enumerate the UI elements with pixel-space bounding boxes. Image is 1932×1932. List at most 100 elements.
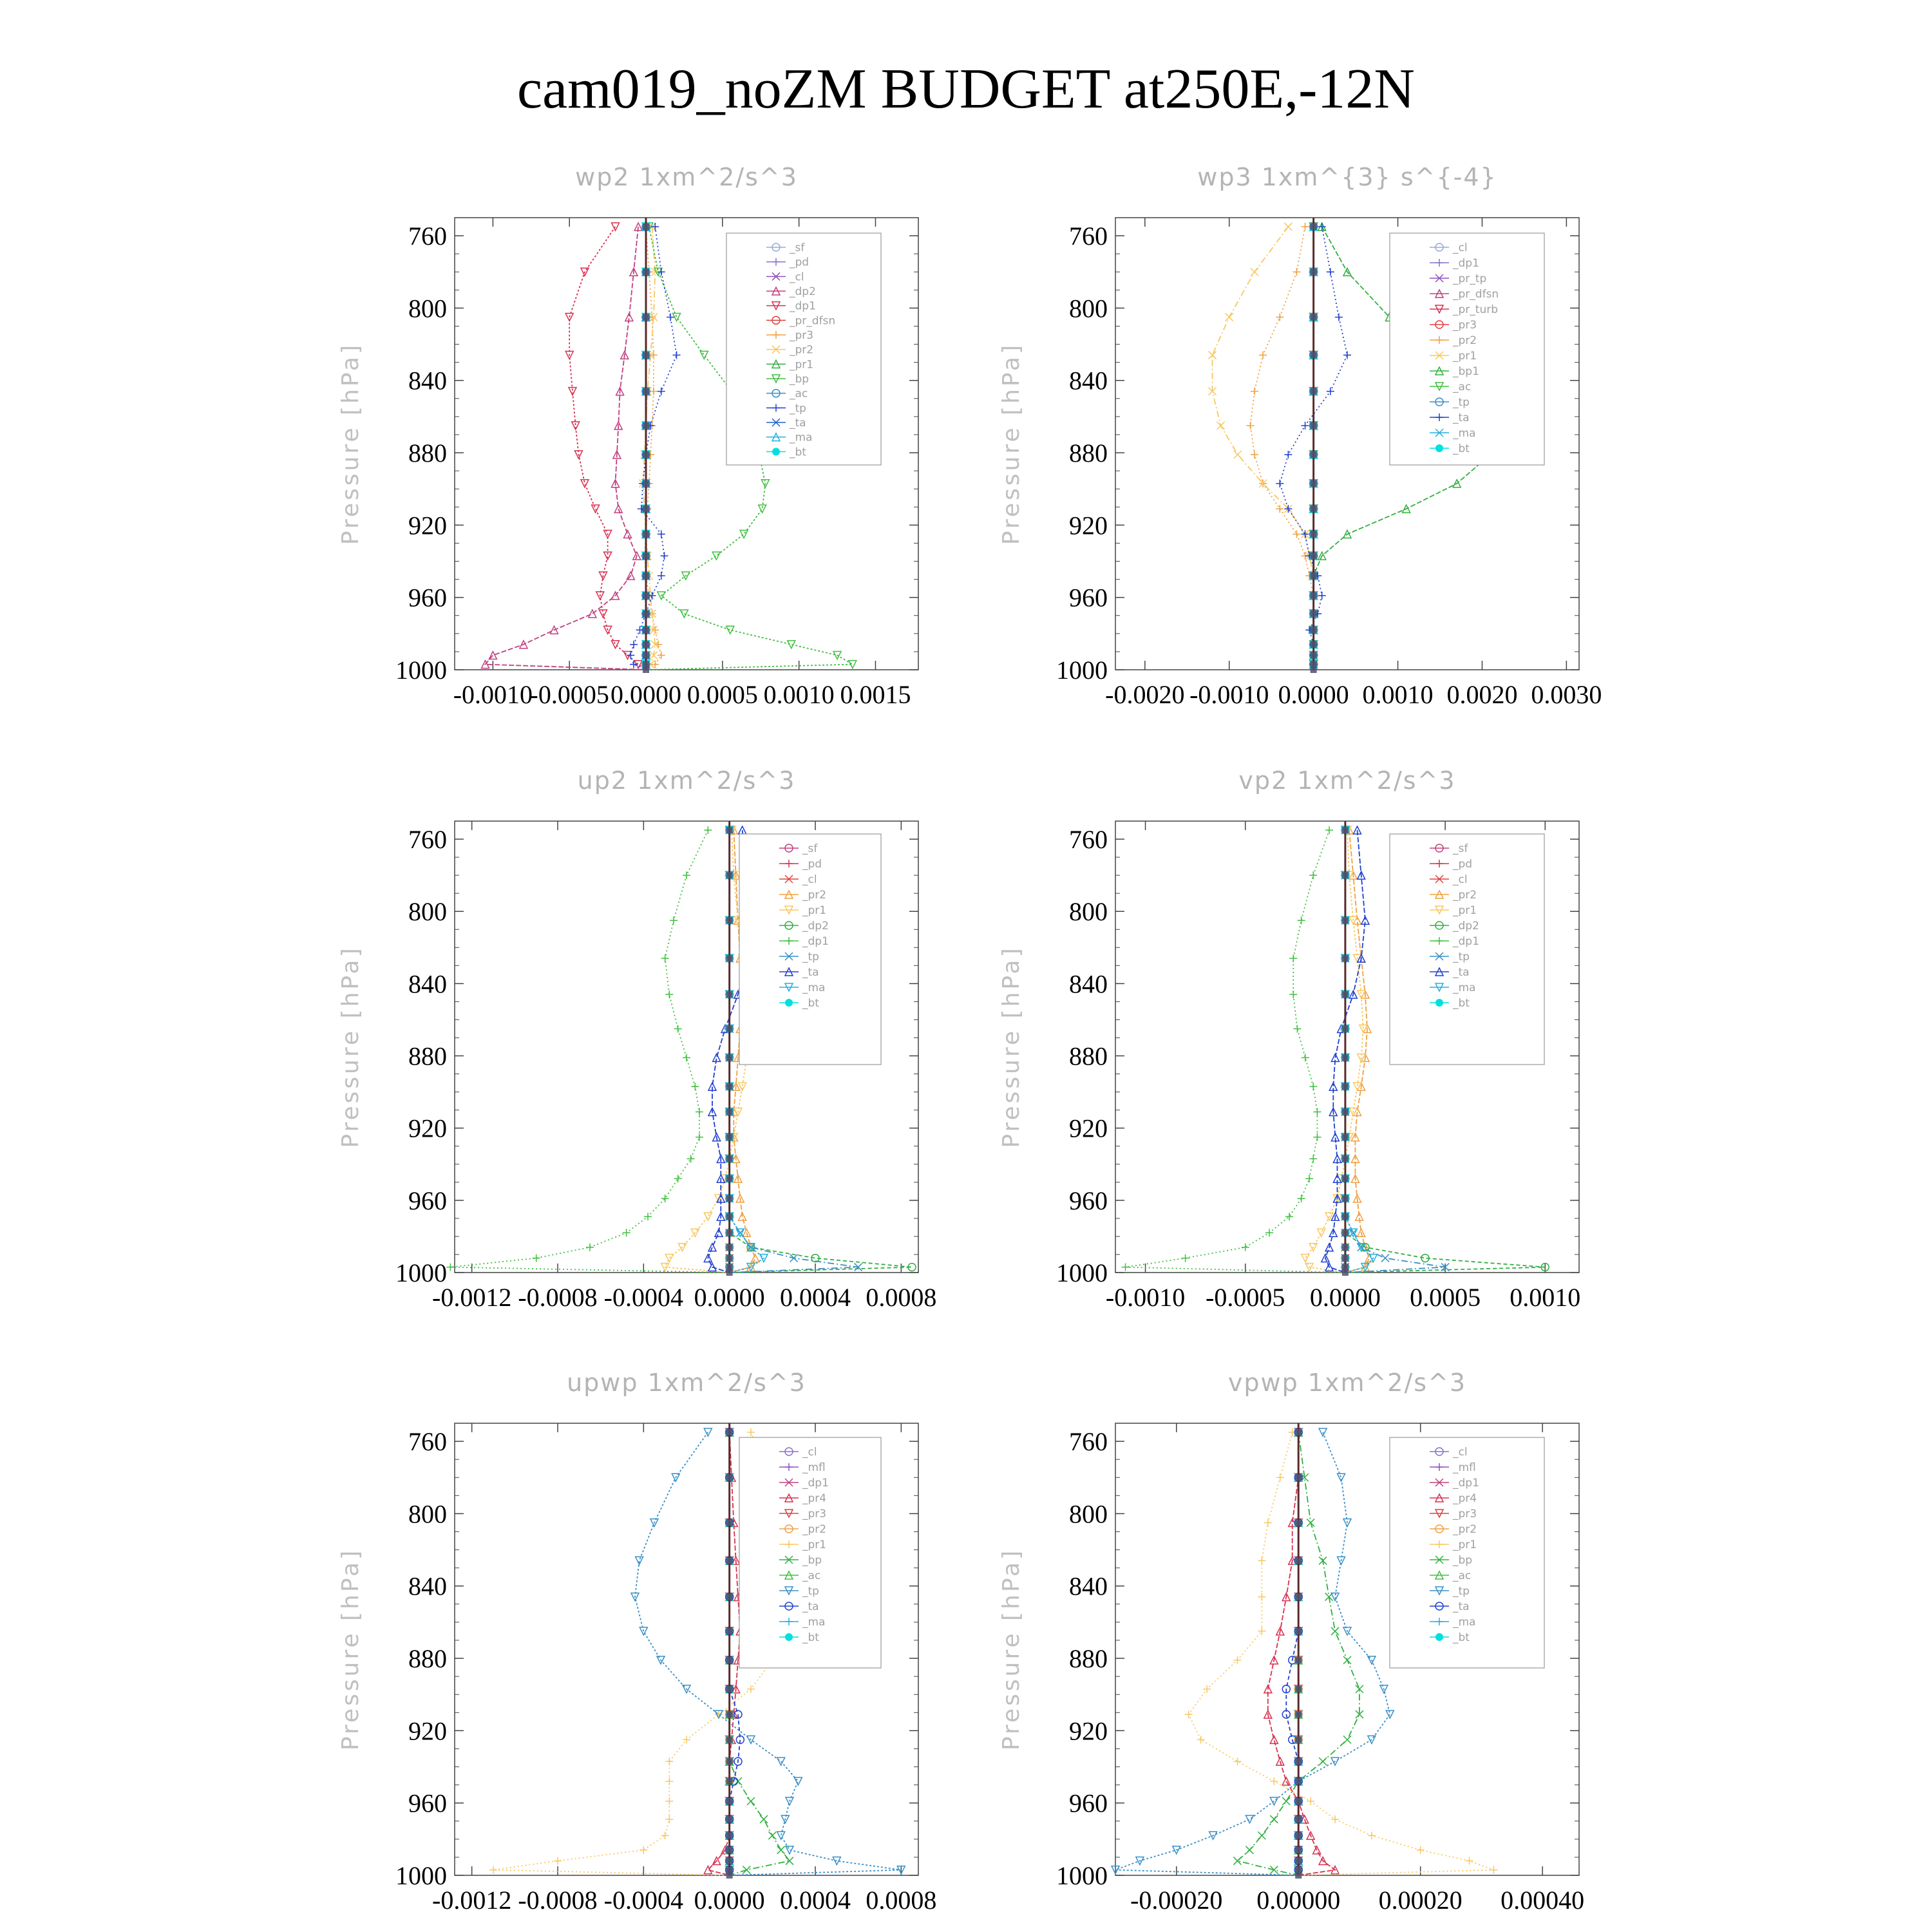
legend-marker [772, 345, 781, 354]
data-point [1306, 1518, 1315, 1527]
data-point [1329, 1081, 1338, 1091]
legend-marker [785, 937, 793, 945]
panel-title: wp3 1xm^{3} s^{-4} [1197, 163, 1497, 191]
legend: _cl _mfl _dp1 _pr4 _pr3 _pr2 _pr1 _bp _ac _tp _ta _… [1389, 1437, 1545, 1669]
legend-item: _ma [1430, 427, 1475, 440]
legend-item: _pr1 [1430, 1539, 1477, 1551]
data-point [712, 1132, 721, 1142]
data-point [781, 1815, 790, 1824]
plot-frame [454, 217, 919, 670]
data-point [768, 1831, 777, 1840]
data-point [1317, 551, 1327, 560]
zero-marker [1295, 1519, 1302, 1526]
zero-marker [726, 1054, 733, 1061]
data-point [1233, 450, 1242, 459]
data-point [1368, 1253, 1378, 1264]
zero-marker [1295, 1474, 1302, 1481]
data-point [1343, 351, 1351, 359]
series-line [1344, 830, 1374, 1273]
series-ma [1340, 826, 1378, 1273]
x-tick-label: 0.0005 [1410, 1283, 1481, 1312]
legend-label: _pr1 [802, 1539, 826, 1551]
data-point [681, 1685, 692, 1694]
zero-marker [1310, 422, 1317, 429]
data-point [598, 571, 608, 581]
data-point [1318, 1855, 1328, 1866]
data-point [848, 659, 858, 670]
zero-marker [643, 480, 650, 487]
zero-marker [1341, 1244, 1349, 1251]
legend-item: _ma [1430, 981, 1475, 994]
data-point [611, 591, 620, 600]
x-tick-label: 0.00040 [1501, 1886, 1584, 1915]
data-point [1263, 1684, 1273, 1694]
zero-marker [1295, 1685, 1302, 1692]
legend-item: _tp [766, 402, 806, 415]
zero-marker [1341, 1155, 1349, 1162]
zero-marker [726, 1685, 733, 1692]
legend-label: _pd [802, 858, 822, 871]
legend-label: _ma [1452, 427, 1475, 440]
x-tick-label: -0.0005 [530, 680, 609, 709]
data-point [786, 639, 796, 650]
legend-label: _tp [789, 402, 806, 415]
legend-item: _pr4 [779, 1492, 826, 1505]
legend-label: _cl [1452, 873, 1468, 886]
legend-label: _cl [789, 270, 804, 283]
data-point [657, 530, 665, 538]
data-point [620, 350, 629, 360]
series-pr2 [1344, 825, 1374, 1273]
x-tick-label: 0.0008 [866, 1886, 936, 1915]
data-point [1349, 916, 1358, 925]
legend-marker [784, 905, 794, 915]
legend-marker [1435, 1463, 1443, 1471]
data-point [670, 916, 677, 925]
zero-marker [1295, 1777, 1302, 1785]
zero-marker [726, 827, 733, 834]
legend-label: _dp1 [802, 1477, 829, 1490]
zero-marker [726, 1866, 733, 1873]
legend-item: _sf [1430, 842, 1468, 855]
data-point [716, 1211, 726, 1221]
data-point [1135, 1856, 1145, 1866]
data-point [639, 1846, 648, 1854]
data-point [1349, 1228, 1358, 1238]
zero-marker [1310, 610, 1317, 617]
data-point [532, 1254, 540, 1262]
data-point [790, 1254, 799, 1263]
legend-label: _bp [1452, 1554, 1472, 1567]
data-point [746, 1243, 755, 1252]
zero-marker [1341, 827, 1349, 834]
legend-item: _ac [1430, 381, 1471, 393]
data-point [446, 1263, 455, 1271]
data-point [1208, 1831, 1218, 1841]
legend-label: _pd [789, 256, 809, 269]
data-point [1326, 268, 1334, 276]
data-point [1305, 1830, 1316, 1840]
data-point [1336, 1473, 1346, 1482]
zero-marker [643, 627, 650, 634]
zero-marker [643, 661, 650, 668]
data-point [1318, 1428, 1328, 1437]
y-tick-label: 880 [1069, 1042, 1108, 1071]
data-point [1293, 1025, 1302, 1033]
zero-marker [726, 1656, 733, 1663]
legend-marker [784, 952, 793, 961]
data-point [657, 387, 665, 395]
data-point [1354, 1211, 1364, 1221]
zero-marker [726, 1195, 733, 1202]
data-point [1329, 1227, 1338, 1238]
data-point [1332, 1193, 1342, 1203]
data-point [591, 504, 600, 514]
data-point [1246, 421, 1255, 430]
data-point [672, 351, 681, 359]
zero-marker [1341, 1133, 1349, 1141]
data-point [761, 479, 770, 489]
x-tick-label: -0.00020 [1130, 1886, 1222, 1915]
data-point [632, 551, 641, 560]
legend-marker [1435, 259, 1443, 267]
data-point [651, 626, 659, 634]
data-point [1331, 1052, 1340, 1063]
data-point [667, 313, 675, 321]
y-tick-label: 960 [408, 1789, 447, 1818]
